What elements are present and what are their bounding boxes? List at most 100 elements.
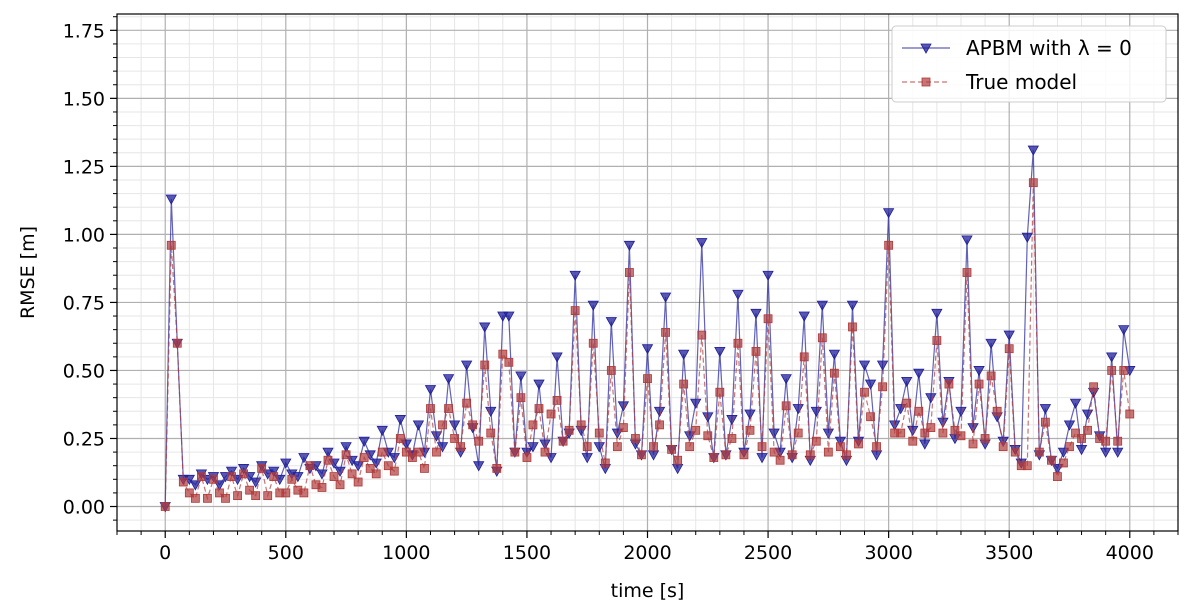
data-point [623,240,636,252]
data-point [1125,409,1135,419]
data-point [775,455,785,465]
data-point [515,371,527,382]
data-point [884,240,894,250]
data-point [401,447,411,457]
data-point [751,347,761,356]
data-point [655,420,664,430]
legend-marker [920,43,932,54]
data-point [697,330,707,340]
data-point [479,322,491,333]
legend-box [891,25,1167,103]
legend-label: APBM with λ = 0 [966,36,1132,60]
data-point [450,434,459,443]
data-point [641,344,654,355]
data-point [659,292,672,303]
data-point [1003,330,1015,341]
legend-label: True model [965,70,1077,94]
data-point [908,436,918,446]
data-point [793,428,803,438]
data-point [442,374,455,385]
legend-entry-apbm: APBM with λ = 0 [902,36,1132,60]
data-point [503,311,515,322]
data-point [606,366,616,375]
data-point [527,442,539,453]
data-point [1099,447,1112,458]
data-point [414,447,423,457]
data-point [858,360,871,371]
data-point [570,306,580,315]
data-point [225,466,238,477]
data-point [914,406,924,416]
data-point [1065,442,1074,452]
data-point [347,469,357,479]
legend: APBM with λ = 0 True model [891,25,1167,103]
data-point [359,453,369,462]
data-point [552,395,562,405]
data-point [744,409,756,420]
data-point [172,338,182,348]
data-point [703,431,713,441]
data-point [677,349,690,360]
data-point [944,379,954,389]
data-point [305,461,315,471]
data-point [876,360,889,371]
data-point [564,425,574,435]
data-point [600,458,610,468]
data-point [896,428,906,438]
data-point [1021,232,1033,243]
data-point [1069,398,1082,409]
data-point [298,453,310,464]
data-point [593,442,605,453]
data-point [691,425,701,435]
data-point [798,311,810,322]
data-point [407,453,417,462]
data-point [533,379,545,390]
data-point [594,428,604,438]
data-point [955,406,967,418]
data-point [263,491,273,501]
data-point [637,450,646,460]
x-tick-label: 1000 [382,542,430,564]
x-tick-label: 0 [159,542,171,564]
data-point [828,349,841,360]
data-point [323,455,333,465]
data-point [696,238,708,249]
data-point [653,406,666,418]
data-point [685,442,695,452]
data-point [1071,428,1080,438]
data-point [504,357,514,367]
data-point [968,439,978,449]
data-point [974,379,984,389]
data-point [160,502,170,511]
data-point [460,360,473,371]
data-point [1089,382,1099,392]
data-point [769,447,779,457]
y-tick-label: 0.00 [63,497,105,519]
data-point [781,401,791,411]
data-point [836,442,845,452]
data-point [426,404,435,413]
data-point [938,428,948,438]
data-point [166,240,176,250]
data-point [1118,325,1130,336]
y-tick-label: 0.25 [63,428,105,450]
x-tick-label: 4000 [1106,542,1154,564]
data-point [973,366,985,377]
data-point [811,436,821,446]
data-point [805,450,815,460]
data-point [420,464,429,473]
data-point [739,450,749,460]
data-point [937,417,949,428]
data-point [582,442,592,452]
tick-labels: 0 500 1000 1500 2000 2500 3000 3500 4000 0.00 0.25… [63,20,1154,564]
data-point [1047,455,1056,465]
data-point [745,425,755,435]
data-point [444,404,453,413]
data-point [178,477,188,487]
data-point [961,235,973,246]
data-point [998,442,1008,452]
data-point [383,461,393,471]
data-point [848,322,857,332]
data-point [714,347,726,358]
